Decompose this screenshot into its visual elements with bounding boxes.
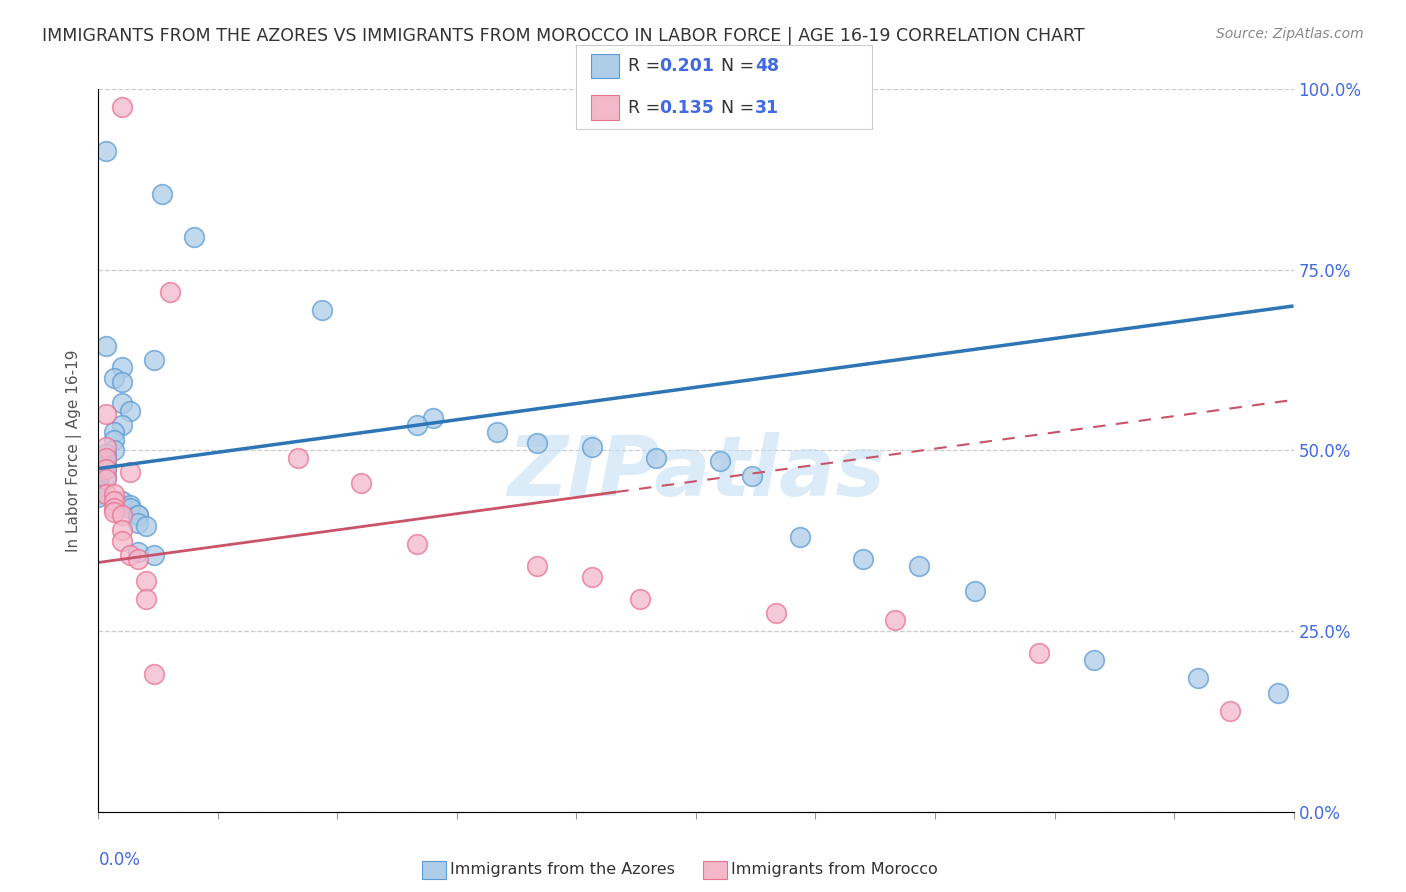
Point [111, 360, 134, 375]
Point [111, 100, 134, 114]
Point [111, 523, 134, 537]
Point [103, 494, 125, 508]
Point [111, 533, 134, 548]
Point [96, 407, 118, 421]
Point [96, 461, 118, 475]
Point [159, 285, 181, 299]
Text: 31: 31 [755, 99, 779, 117]
Point [581, 440, 603, 454]
Point [127, 551, 149, 566]
Text: 0.0%: 0.0% [98, 852, 141, 870]
Point [87, 475, 110, 490]
Point [406, 418, 429, 433]
Point [111, 375, 134, 389]
Point [1028, 646, 1050, 660]
Point [1187, 671, 1209, 685]
Text: 0.201: 0.201 [659, 57, 714, 75]
Point [120, 403, 142, 417]
Point [526, 559, 548, 574]
Point [143, 548, 166, 562]
Point [183, 230, 205, 244]
Point [127, 508, 149, 523]
Point [111, 508, 134, 523]
Text: N =: N = [710, 99, 759, 117]
Point [852, 551, 875, 566]
Point [287, 450, 309, 465]
Point [87, 491, 110, 505]
Point [96, 450, 118, 465]
Point [127, 508, 149, 523]
Point [127, 516, 149, 530]
Point [143, 667, 166, 681]
Text: Immigrants from the Azores: Immigrants from the Azores [450, 863, 675, 877]
Point [103, 371, 125, 385]
Point [103, 501, 125, 516]
Point [350, 475, 373, 490]
Point [96, 468, 118, 483]
Point [1083, 653, 1105, 667]
Point [87, 483, 110, 498]
Point [120, 548, 142, 562]
Point [1267, 685, 1289, 699]
Point [111, 494, 134, 508]
Point [103, 505, 125, 519]
Point [120, 465, 142, 479]
Point [1219, 704, 1241, 718]
Text: 48: 48 [755, 57, 779, 75]
Text: Immigrants from Morocco: Immigrants from Morocco [731, 863, 938, 877]
Point [111, 418, 134, 433]
Point [485, 425, 508, 440]
Point [135, 574, 157, 588]
Text: R =: R = [628, 99, 666, 117]
Point [96, 487, 118, 501]
Text: IMMIGRANTS FROM THE AZORES VS IMMIGRANTS FROM MOROCCO IN LABOR FORCE | AGE 16-19: IMMIGRANTS FROM THE AZORES VS IMMIGRANTS… [42, 27, 1085, 45]
Point [96, 440, 118, 454]
Point [311, 302, 333, 317]
Point [96, 454, 118, 468]
Point [908, 559, 931, 574]
Point [581, 570, 603, 584]
Point [96, 461, 118, 475]
Point [120, 498, 142, 512]
Text: N =: N = [710, 57, 759, 75]
Point [628, 591, 651, 606]
Point [150, 186, 173, 201]
Point [709, 454, 731, 468]
Point [422, 411, 444, 425]
Text: R =: R = [628, 57, 666, 75]
Point [103, 433, 125, 447]
Point [87, 487, 110, 501]
Point [135, 519, 157, 533]
Point [127, 544, 149, 558]
Point [96, 339, 118, 353]
Point [111, 396, 134, 410]
Point [96, 472, 118, 486]
Point [884, 613, 907, 627]
Point [143, 353, 166, 368]
Point [645, 450, 668, 465]
Point [120, 501, 142, 516]
Point [96, 458, 118, 472]
Point [103, 443, 125, 458]
Y-axis label: In Labor Force | Age 16-19: In Labor Force | Age 16-19 [66, 349, 83, 552]
Point [963, 584, 986, 599]
Point [526, 436, 548, 450]
Point [741, 468, 763, 483]
Point [765, 606, 787, 620]
Point [96, 447, 118, 461]
Text: 0.135: 0.135 [659, 99, 714, 117]
Point [789, 530, 811, 544]
Point [103, 487, 125, 501]
Text: ZIPatlas: ZIPatlas [508, 432, 884, 513]
Point [135, 591, 157, 606]
Text: Source: ZipAtlas.com: Source: ZipAtlas.com [1216, 27, 1364, 41]
Point [406, 537, 429, 551]
Point [103, 425, 125, 440]
Point [96, 144, 118, 158]
